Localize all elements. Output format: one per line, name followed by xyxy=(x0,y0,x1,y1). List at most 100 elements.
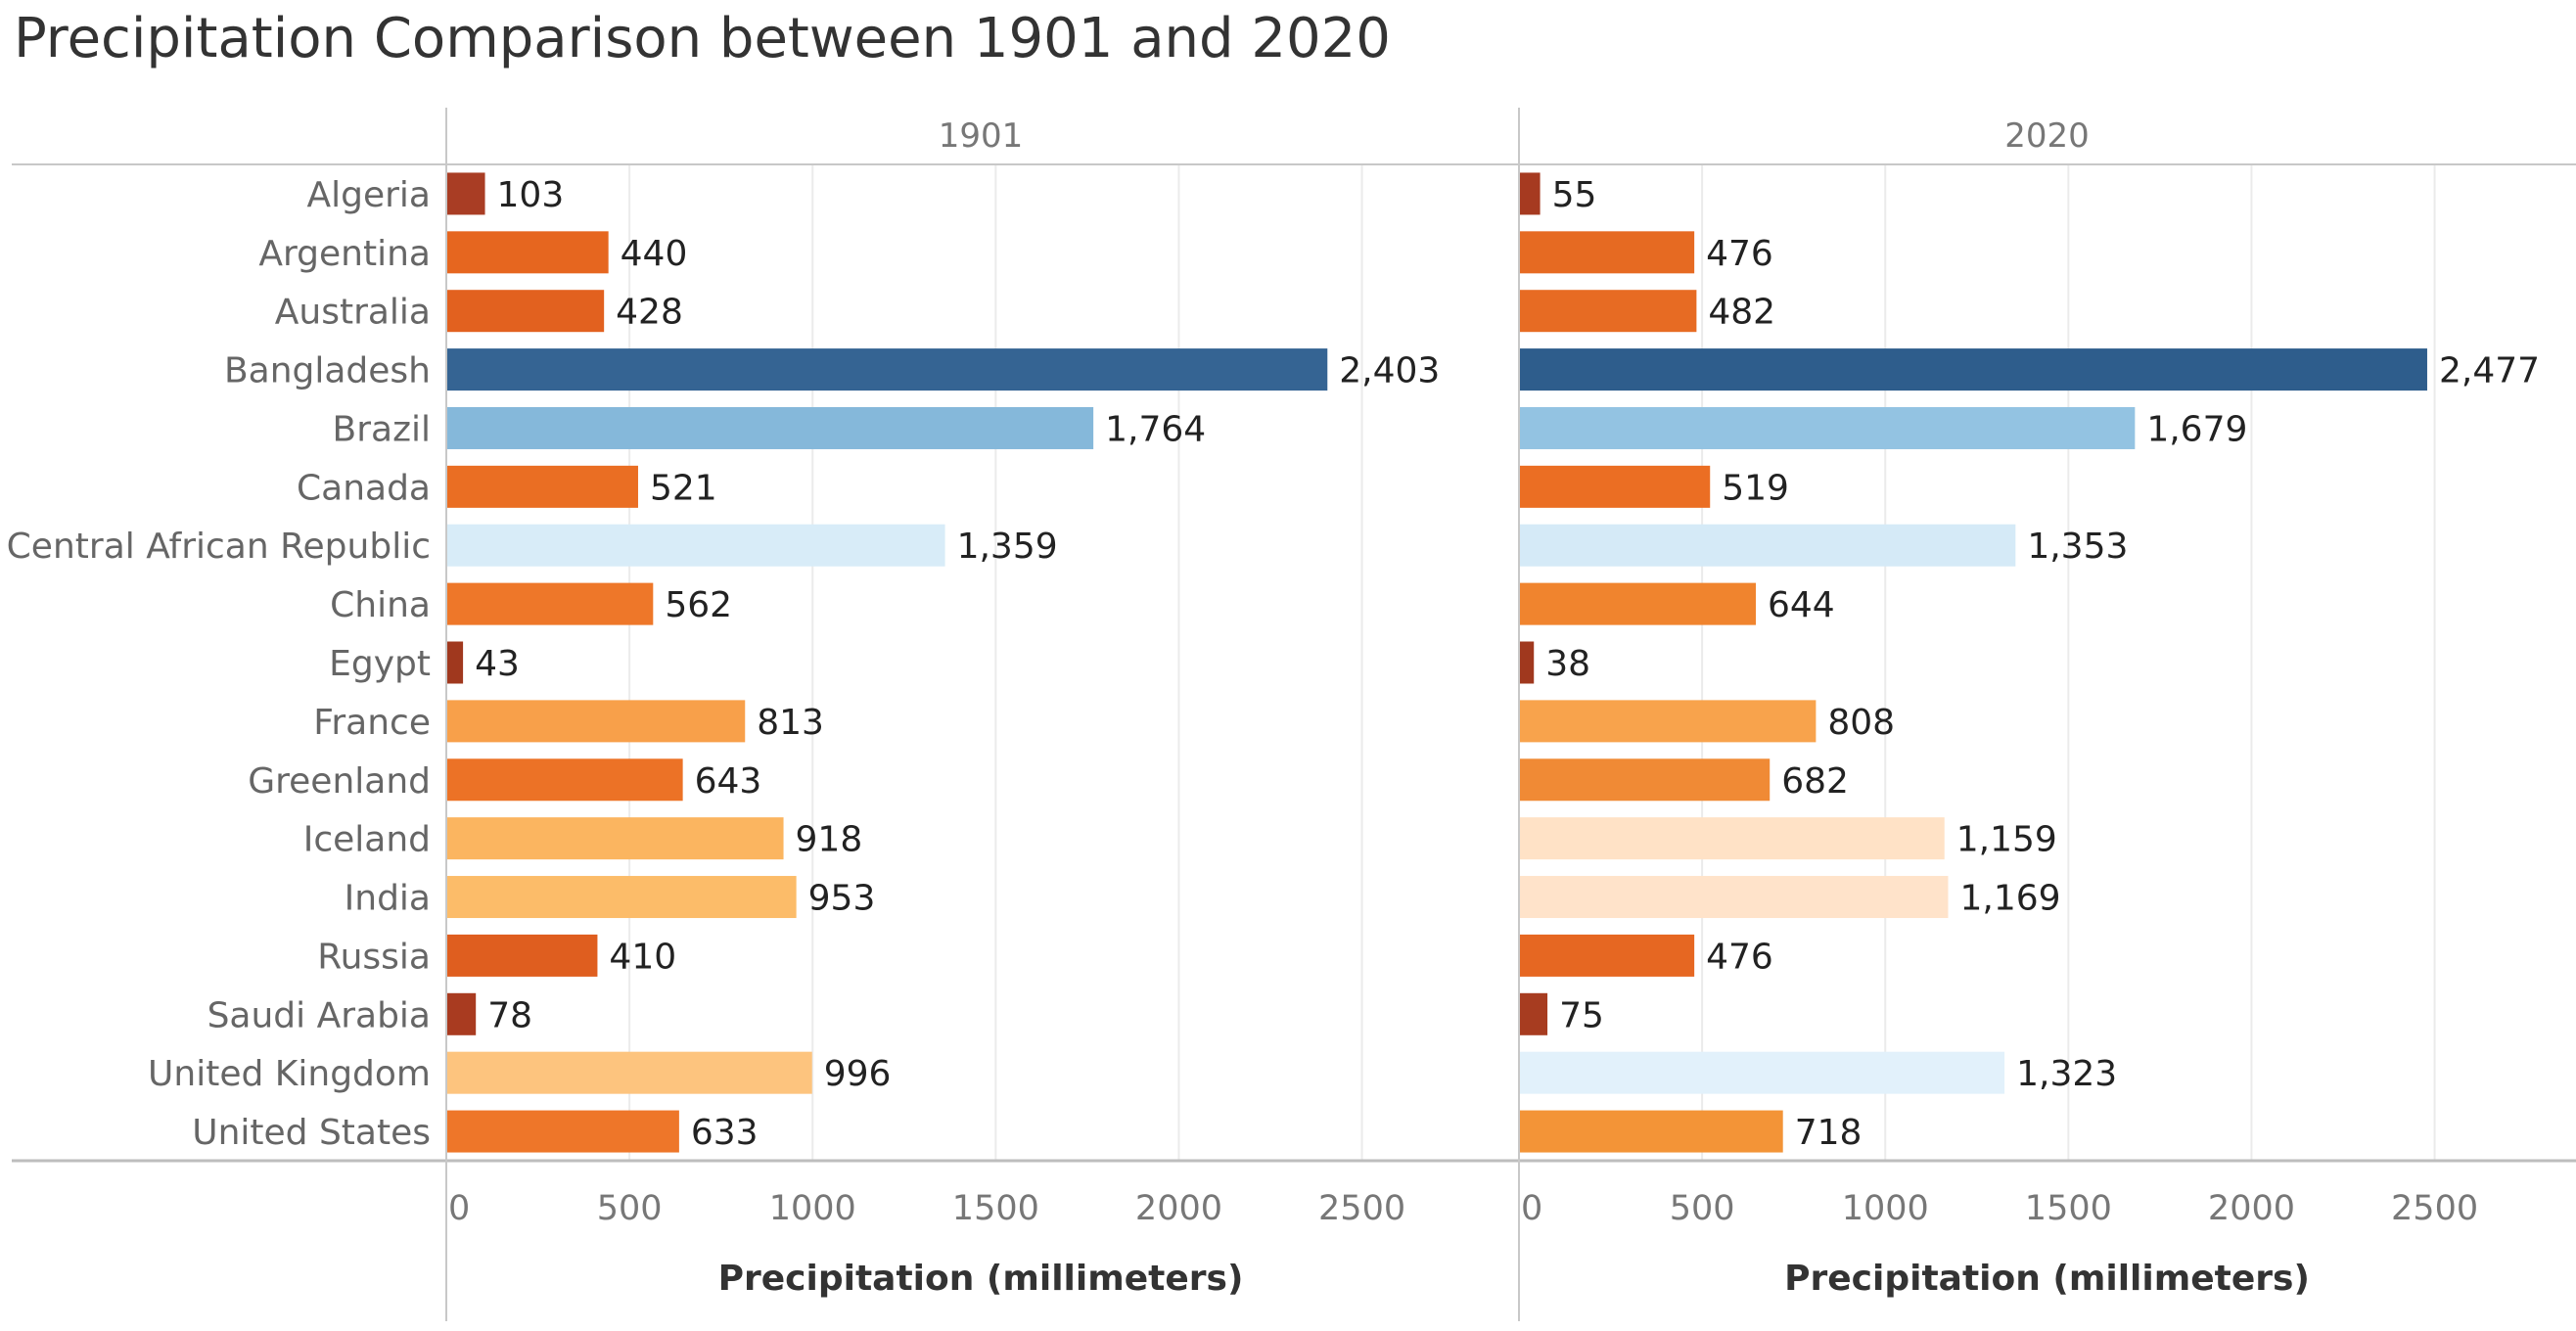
bar-2020-central-african-republic xyxy=(1520,524,2016,567)
value-label-1901-argentina: 440 xyxy=(621,234,688,274)
bar-2020-argentina xyxy=(1520,231,1695,274)
row-label-united-states: United States xyxy=(192,1113,431,1153)
bar-1901-france xyxy=(447,700,746,743)
value-label-1901-iceland: 918 xyxy=(796,820,863,860)
chart-title: Precipitation Comparison between 1901 an… xyxy=(14,7,1391,70)
row-label-united-kingdom: United Kingdom xyxy=(148,1054,431,1094)
value-label-1901-france: 813 xyxy=(757,703,824,743)
value-label-2020-australia: 482 xyxy=(1708,293,1775,333)
tick-label-2020-500: 500 xyxy=(1670,1189,1735,1228)
bar-1901-argentina xyxy=(447,231,609,274)
row-label-china: China xyxy=(330,585,431,625)
bar-2020-iceland xyxy=(1520,817,1945,860)
bar-1901-algeria xyxy=(447,172,485,215)
tick-label-1901-1000: 1000 xyxy=(769,1189,856,1228)
row-label-bangladesh: Bangladesh xyxy=(224,351,431,391)
value-label-2020-india: 1,169 xyxy=(1959,879,2060,919)
row-label-iceland: Iceland xyxy=(303,820,431,860)
value-label-1901-india: 953 xyxy=(808,879,876,919)
value-label-1901-australia: 428 xyxy=(616,293,683,333)
gridlines xyxy=(628,164,2436,1161)
bar-1901-bangladesh xyxy=(447,348,1328,391)
bar-1901-saudi-arabia xyxy=(447,992,477,1035)
value-label-1901-china: 562 xyxy=(665,585,732,625)
tick-label-1901-0: 0 xyxy=(448,1189,470,1228)
bar-2020-greenland xyxy=(1520,758,1771,802)
bar-1901-central-african-republic xyxy=(447,524,945,567)
bar-2020-china xyxy=(1520,582,1757,625)
bar-1901-india xyxy=(447,876,797,919)
x-axis-label-1901: Precipitation (millimeters) xyxy=(718,1259,1244,1299)
x-axis-label-2020: Precipitation (millimeters) xyxy=(1784,1259,2310,1299)
bar-1901-united-states xyxy=(447,1110,679,1153)
bar-1901-greenland xyxy=(447,758,683,802)
row-label-russia: Russia xyxy=(317,937,431,977)
row-label-france: France xyxy=(313,703,431,743)
value-label-1901-greenland: 643 xyxy=(695,761,762,802)
row-labels: Algeria Argentina Australia Bangladesh Brazi… xyxy=(7,175,431,1153)
bar-1901-united-kingdom xyxy=(447,1051,812,1094)
chart-frame xyxy=(12,108,2576,1321)
value-label-2020-brazil: 1,679 xyxy=(2146,409,2247,449)
tick-label-2020-0: 0 xyxy=(1521,1189,1542,1228)
row-label-argentina: Argentina xyxy=(258,234,431,274)
bar-1901-china xyxy=(447,582,654,625)
row-label-canada: Canada xyxy=(297,468,431,508)
panel-header-1901: 1901 xyxy=(939,116,1024,156)
bar-2020-brazil xyxy=(1520,406,2136,449)
value-label-1901-united-states: 633 xyxy=(691,1113,759,1153)
bar-2020-russia xyxy=(1520,934,1695,977)
value-label-2020-france: 808 xyxy=(1827,703,1895,743)
bar-1901-iceland xyxy=(447,817,784,860)
value-label-1901-egypt: 43 xyxy=(475,644,520,684)
value-label-1901-brazil: 1,764 xyxy=(1105,409,1206,449)
tick-label-2020-2500: 2500 xyxy=(2391,1189,2478,1228)
row-label-india: India xyxy=(345,879,431,919)
tick-label-2020-1000: 1000 xyxy=(1842,1189,1929,1228)
row-label-greenland: Greenland xyxy=(248,761,431,802)
bar-1901-brazil xyxy=(447,406,1094,449)
value-label-2020-iceland: 1,159 xyxy=(1956,820,2057,860)
value-label-1901-canada: 521 xyxy=(650,468,717,508)
row-label-algeria: Algeria xyxy=(307,175,432,215)
bar-2020-australia xyxy=(1520,290,1697,333)
value-label-1901-central-african-republic: 1,359 xyxy=(957,527,1058,567)
value-label-2020-central-african-republic: 1,353 xyxy=(2027,527,2128,567)
value-label-2020-united-states: 718 xyxy=(1795,1113,1863,1153)
bar-2020-france xyxy=(1520,700,1817,743)
row-label-australia: Australia xyxy=(275,293,431,333)
value-label-2020-argentina: 476 xyxy=(1706,234,1773,274)
value-label-2020-united-kingdom: 1,323 xyxy=(2016,1054,2117,1094)
row-label-saudi-arabia: Saudi Arabia xyxy=(207,995,431,1035)
bar-2020-united-states xyxy=(1520,1110,1783,1153)
row-label-brazil: Brazil xyxy=(333,409,431,449)
value-label-1901-russia: 410 xyxy=(609,937,676,977)
value-label-2020-canada: 519 xyxy=(1722,468,1789,508)
bar-2020-india xyxy=(1520,876,1949,919)
bar-1901-egypt xyxy=(447,641,464,684)
panel-1901: 1901 103 440 428 2,403 1,764 521 1,359 562 43 813 6… xyxy=(447,116,1440,1299)
tick-label-2020-1500: 1500 xyxy=(2025,1189,2112,1228)
bar-2020-saudi-arabia xyxy=(1520,992,1548,1035)
bar-1901-australia xyxy=(447,290,605,333)
tick-label-1901-1500: 1500 xyxy=(952,1189,1039,1228)
panel-2020: 2020 55 476 482 2,477 1,679 519 1,353 644 38 808 68… xyxy=(1520,116,2540,1299)
value-label-1901-saudi-arabia: 78 xyxy=(487,995,532,1035)
value-label-2020-algeria: 55 xyxy=(1552,175,1597,215)
tick-label-1901-2500: 2500 xyxy=(1318,1189,1405,1228)
row-label-central-african-republic: Central African Republic xyxy=(7,527,431,567)
tick-label-1901-500: 500 xyxy=(597,1189,663,1228)
value-label-2020-russia: 476 xyxy=(1706,937,1773,977)
value-label-1901-algeria: 103 xyxy=(497,175,565,215)
tick-label-1901-2000: 2000 xyxy=(1135,1189,1222,1228)
bar-1901-canada xyxy=(447,465,638,508)
value-label-1901-united-kingdom: 996 xyxy=(824,1054,892,1094)
bar-2020-algeria xyxy=(1520,172,1541,215)
row-label-egypt: Egypt xyxy=(329,644,431,684)
value-label-2020-egypt: 38 xyxy=(1545,644,1590,684)
bar-2020-bangladesh xyxy=(1520,348,2427,391)
value-label-2020-saudi-arabia: 75 xyxy=(1559,995,1604,1035)
value-label-1901-bangladesh: 2,403 xyxy=(1339,351,1440,391)
bar-2020-egypt xyxy=(1520,641,1535,684)
